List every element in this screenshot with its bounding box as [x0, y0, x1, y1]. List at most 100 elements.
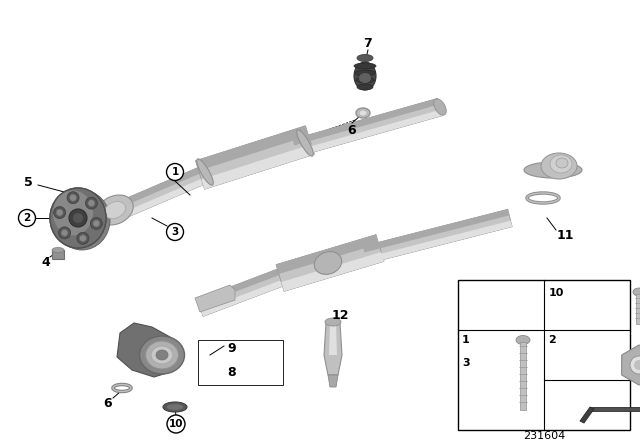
Ellipse shape: [151, 346, 173, 364]
Polygon shape: [106, 162, 214, 212]
Ellipse shape: [50, 188, 106, 248]
Ellipse shape: [50, 188, 106, 248]
Polygon shape: [363, 209, 512, 264]
Polygon shape: [329, 323, 337, 355]
Ellipse shape: [633, 288, 640, 296]
Circle shape: [79, 235, 86, 242]
Polygon shape: [590, 407, 640, 411]
Polygon shape: [106, 162, 218, 223]
Polygon shape: [580, 407, 594, 423]
Circle shape: [54, 207, 66, 219]
Bar: [520, 342, 526, 410]
Polygon shape: [292, 99, 439, 146]
Bar: [198, 340, 283, 385]
Ellipse shape: [357, 55, 373, 61]
Circle shape: [69, 209, 87, 227]
Polygon shape: [621, 345, 640, 385]
Circle shape: [90, 217, 102, 229]
Circle shape: [59, 227, 70, 239]
Ellipse shape: [359, 110, 367, 116]
Polygon shape: [324, 323, 342, 375]
Text: 3: 3: [462, 358, 470, 368]
Polygon shape: [276, 235, 379, 274]
Ellipse shape: [516, 336, 530, 345]
Ellipse shape: [434, 99, 446, 115]
Polygon shape: [292, 99, 442, 157]
Ellipse shape: [140, 336, 184, 374]
Text: 10: 10: [169, 419, 183, 429]
Text: 6: 6: [348, 124, 356, 137]
Ellipse shape: [104, 202, 125, 219]
Ellipse shape: [355, 70, 375, 76]
Text: 3: 3: [172, 227, 179, 237]
Polygon shape: [195, 126, 308, 171]
Ellipse shape: [354, 63, 376, 69]
Circle shape: [93, 220, 100, 227]
Polygon shape: [328, 375, 338, 387]
Polygon shape: [276, 235, 384, 291]
Circle shape: [77, 232, 89, 244]
Circle shape: [70, 194, 77, 201]
Ellipse shape: [524, 162, 582, 178]
Bar: [636, 294, 640, 324]
Polygon shape: [197, 263, 298, 316]
Circle shape: [634, 360, 640, 370]
Circle shape: [19, 210, 35, 227]
Text: 1: 1: [462, 335, 470, 345]
Ellipse shape: [156, 350, 168, 360]
Text: 10: 10: [549, 288, 564, 298]
Bar: [52, 250, 64, 259]
Ellipse shape: [167, 404, 183, 410]
Text: 2: 2: [24, 213, 31, 223]
Circle shape: [630, 356, 640, 374]
Circle shape: [67, 192, 79, 204]
Text: 7: 7: [364, 36, 372, 49]
Polygon shape: [197, 263, 294, 306]
Polygon shape: [296, 110, 442, 157]
Ellipse shape: [357, 84, 373, 90]
Ellipse shape: [104, 207, 116, 223]
Ellipse shape: [51, 209, 69, 231]
Text: 8: 8: [228, 366, 236, 379]
Polygon shape: [117, 323, 174, 377]
Ellipse shape: [145, 341, 179, 369]
Circle shape: [73, 213, 83, 223]
Text: 4: 4: [42, 255, 51, 268]
Text: 2: 2: [548, 335, 556, 345]
Ellipse shape: [53, 190, 93, 236]
Bar: [458, 280, 630, 430]
Ellipse shape: [541, 153, 577, 179]
Ellipse shape: [196, 159, 213, 185]
Ellipse shape: [314, 252, 342, 274]
Ellipse shape: [550, 155, 572, 173]
Polygon shape: [365, 220, 512, 264]
Text: 11: 11: [556, 228, 573, 241]
Ellipse shape: [359, 73, 371, 83]
Circle shape: [166, 164, 184, 181]
Text: 6: 6: [104, 396, 112, 409]
Polygon shape: [281, 252, 384, 291]
Circle shape: [88, 200, 95, 207]
Ellipse shape: [356, 108, 370, 118]
Ellipse shape: [163, 402, 187, 412]
Ellipse shape: [356, 77, 374, 83]
Circle shape: [61, 229, 68, 237]
Text: 1: 1: [172, 167, 179, 177]
Ellipse shape: [54, 190, 110, 250]
Circle shape: [166, 224, 184, 241]
Ellipse shape: [325, 318, 341, 326]
Text: 12: 12: [332, 309, 349, 322]
Polygon shape: [363, 209, 509, 252]
Polygon shape: [111, 172, 218, 223]
Polygon shape: [202, 144, 314, 190]
Circle shape: [56, 209, 63, 216]
Ellipse shape: [52, 247, 64, 253]
Polygon shape: [195, 285, 235, 312]
Text: 9: 9: [228, 341, 236, 354]
Text: 5: 5: [24, 176, 33, 189]
Polygon shape: [201, 275, 298, 316]
Ellipse shape: [297, 130, 313, 156]
Text: 231604: 231604: [523, 431, 565, 441]
Circle shape: [85, 197, 97, 209]
Polygon shape: [195, 126, 314, 190]
